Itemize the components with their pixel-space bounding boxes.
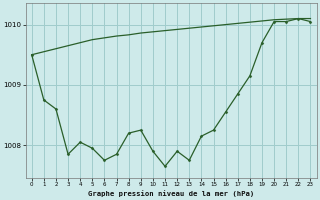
- X-axis label: Graphe pression niveau de la mer (hPa): Graphe pression niveau de la mer (hPa): [88, 190, 254, 197]
